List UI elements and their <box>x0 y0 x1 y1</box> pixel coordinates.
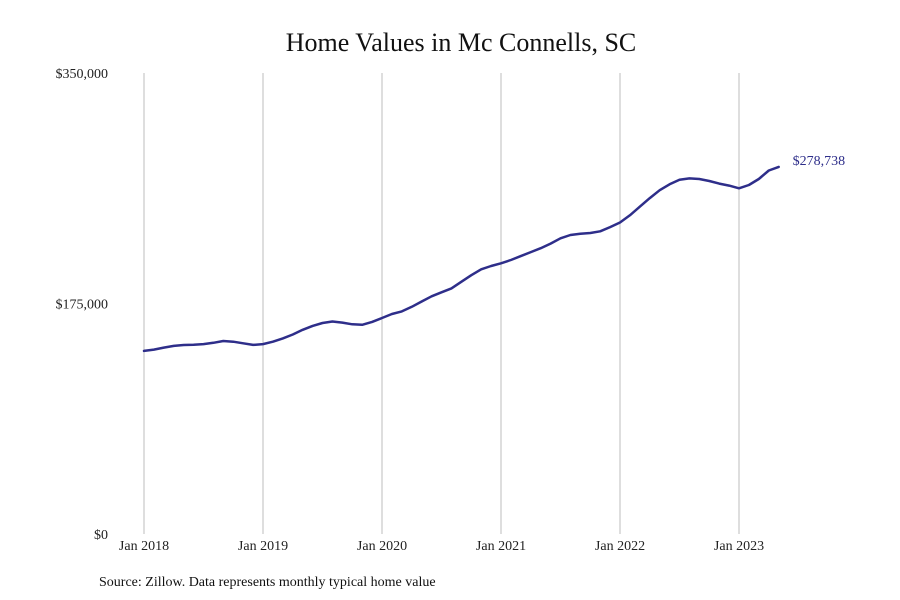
x-tick-label-5: Jan 2023 <box>714 539 764 554</box>
data-point-60 <box>738 187 740 189</box>
x-tick-label-0: Jan 2018 <box>119 539 169 554</box>
data-point-35 <box>490 265 492 267</box>
data-point-52 <box>659 189 661 191</box>
data-point-63 <box>768 169 770 171</box>
data-point-64 <box>778 166 780 168</box>
data-point-34 <box>480 268 482 270</box>
y-tick-label-0: $0 <box>94 528 108 543</box>
data-point-25 <box>391 313 393 315</box>
data-point-1 <box>153 348 155 350</box>
data-point-24 <box>381 317 383 319</box>
data-point-37 <box>510 259 512 261</box>
chart-title: Home Values in Mc Connells, SC <box>286 28 637 57</box>
data-point-27 <box>411 306 413 308</box>
data-point-11 <box>252 344 254 346</box>
data-point-40 <box>540 247 542 249</box>
data-point-17 <box>311 325 313 327</box>
data-point-45 <box>589 232 591 234</box>
source-note: Source: Zillow. Data represents monthly … <box>99 575 436 590</box>
data-point-14 <box>282 337 284 339</box>
data-point-0 <box>143 350 145 352</box>
data-point-15 <box>292 333 294 335</box>
data-point-28 <box>421 300 423 302</box>
data-point-10 <box>242 342 244 344</box>
data-point-12 <box>262 343 264 345</box>
data-point-59 <box>728 184 730 186</box>
vertical-gridlines <box>143 73 740 534</box>
data-point-56 <box>698 178 700 180</box>
data-point-44 <box>579 233 581 235</box>
data-point-43 <box>569 234 571 236</box>
data-point-62 <box>758 178 760 180</box>
data-point-58 <box>718 182 720 184</box>
data-point-61 <box>748 184 750 186</box>
data-point-51 <box>649 197 651 199</box>
data-point-50 <box>639 206 641 208</box>
data-point-47 <box>609 226 611 228</box>
data-point-9 <box>232 341 234 343</box>
data-point-55 <box>688 177 690 179</box>
data-point-5 <box>192 344 194 346</box>
y-tick-label-2: $350,000 <box>56 67 109 82</box>
data-point-6 <box>202 343 204 345</box>
data-point-18 <box>321 322 323 324</box>
data-point-49 <box>629 214 631 216</box>
data-point-39 <box>530 251 532 253</box>
x-tick-label-1: Jan 2019 <box>238 539 288 554</box>
series-line-0 <box>142 165 780 353</box>
data-point-29 <box>430 295 432 297</box>
data-point-8 <box>222 340 224 342</box>
data-point-41 <box>549 242 551 244</box>
data-point-48 <box>619 221 621 223</box>
data-point-53 <box>668 183 670 185</box>
data-point-3 <box>173 345 175 347</box>
x-tick-label-3: Jan 2021 <box>476 539 526 554</box>
x-tick-label-2: Jan 2020 <box>357 539 407 554</box>
data-point-46 <box>599 230 601 232</box>
x-axis-ticks: Jan 2018 Jan 2019 Jan 2020 Jan 2021 Jan 2022… <box>119 539 764 554</box>
data-point-22 <box>361 324 363 326</box>
data-point-4 <box>183 344 185 346</box>
data-point-36 <box>500 262 502 264</box>
data-point-13 <box>272 341 274 343</box>
data-point-2 <box>163 346 165 348</box>
data-point-32 <box>460 281 462 283</box>
x-tick-label-4: Jan 2022 <box>595 539 645 554</box>
data-point-7 <box>212 342 214 344</box>
data-point-38 <box>520 255 522 257</box>
data-point-42 <box>559 237 561 239</box>
y-tick-label-1: $175,000 <box>56 298 109 313</box>
data-point-54 <box>678 179 680 181</box>
data-point-26 <box>401 310 403 312</box>
data-point-20 <box>341 321 343 323</box>
data-point-16 <box>302 329 304 331</box>
series-layer: $278,738 <box>142 154 846 353</box>
data-point-21 <box>351 323 353 325</box>
data-point-31 <box>450 287 452 289</box>
data-point-33 <box>470 274 472 276</box>
data-point-57 <box>708 180 710 182</box>
data-point-19 <box>331 320 333 322</box>
y-axis-ticks: $0 $175,000 $350,000 <box>56 67 109 543</box>
end-value-label: $278,738 <box>793 154 846 169</box>
data-point-23 <box>371 321 373 323</box>
data-point-30 <box>440 291 442 293</box>
